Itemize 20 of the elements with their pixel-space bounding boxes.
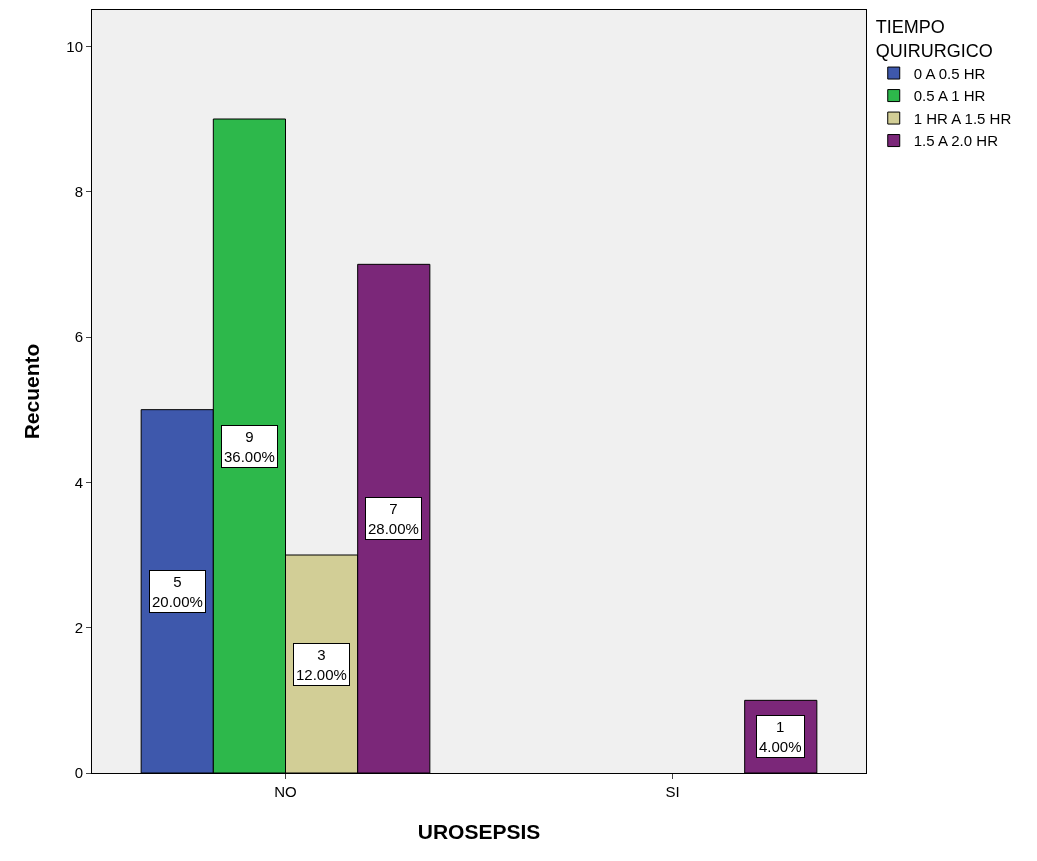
- y-tick-label: 6: [74, 328, 83, 346]
- data-label: 9 36.00%: [224, 428, 275, 465]
- y-axis-title: Recuento: [20, 343, 44, 440]
- y-tick-label: 4: [74, 473, 83, 491]
- data-label: 1 4.00%: [759, 718, 802, 755]
- legend-title: TIEMPO QUIRURGICO: [875, 17, 993, 61]
- data-label: 3 12.00%: [296, 646, 347, 683]
- x-axis-title: UROSEPSIS: [417, 820, 541, 844]
- y-tick-label: 8: [74, 182, 83, 200]
- x-tick-label: SI: [665, 783, 680, 800]
- legend-label: 0.5 A 1 HR: [913, 87, 986, 105]
- legend-label: 1 HR A 1.5 HR: [913, 109, 1012, 127]
- legend-label: 0 A 0.5 HR: [913, 64, 986, 82]
- y-tick-label: 0: [74, 764, 83, 782]
- data-label: 7 28.00%: [368, 500, 419, 537]
- data-label: 5 20.00%: [152, 573, 203, 610]
- legend-label: 1.5 A 2.0 HR: [913, 132, 999, 150]
- y-tick-label: 2: [74, 618, 83, 636]
- x-tick-label: NO: [274, 783, 297, 800]
- y-tick-label: 10: [66, 37, 83, 55]
